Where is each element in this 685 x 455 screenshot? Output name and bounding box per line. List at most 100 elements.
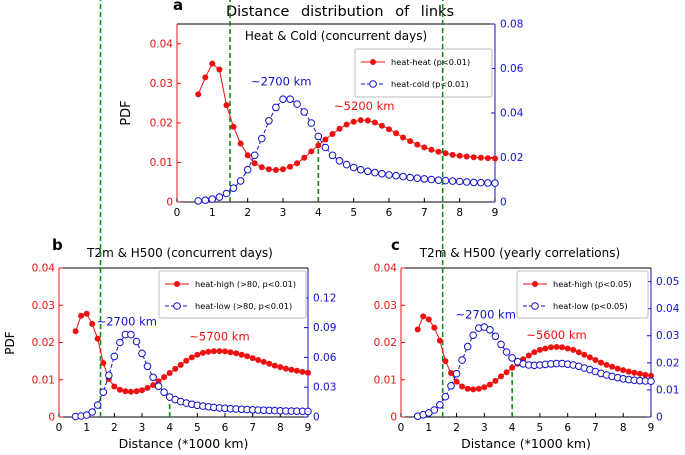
legend-box (354, 48, 493, 98)
figure-title: Distance distribution of links (226, 4, 454, 20)
data-point (201, 196, 210, 204)
data-point (307, 119, 316, 127)
data-point (570, 346, 577, 353)
data-point (647, 377, 655, 386)
data-point (356, 165, 365, 174)
x-tick-label: 3 (280, 207, 287, 219)
data-point (94, 335, 101, 342)
x-tick-label: 2 (244, 207, 251, 219)
x-tick-label: 4 (166, 422, 173, 434)
data-point (456, 152, 463, 159)
data-point (463, 342, 472, 351)
data-point (414, 141, 421, 148)
panel-a: a Heat & Cold (concurrent days) 0 1 2 3 4 5 6 7 8 9… (119, 0, 524, 219)
data-point (315, 142, 322, 149)
data-point (216, 348, 223, 355)
data-point (237, 140, 244, 147)
x-tick-label: 0 (56, 422, 63, 434)
left-y-tick-label: 0.01 (32, 374, 55, 386)
data-point (215, 193, 224, 201)
data-point (149, 373, 157, 382)
data-point (244, 353, 251, 360)
data-point (462, 178, 471, 186)
data-point (272, 103, 280, 112)
data-point (116, 338, 124, 347)
data-point (314, 132, 323, 141)
right-y-tick-label: 0.12 (313, 292, 336, 304)
data-point (421, 144, 428, 151)
x-tick-label: 7 (249, 422, 256, 434)
data-point (491, 332, 500, 341)
data-point (400, 134, 407, 141)
x-axis-label: Distance (*1000 km) (119, 436, 249, 451)
data-point (614, 365, 621, 372)
right-y-tick-label: 0.09 (313, 322, 336, 334)
data-point (642, 371, 649, 378)
x-tick-label: 0 (398, 422, 405, 434)
left-y-tick-label: 0 (166, 197, 173, 209)
data-point (205, 348, 212, 355)
data-point (448, 370, 454, 376)
right-y-tick-label: 0.03 (656, 330, 679, 342)
x-tick-label: 8 (620, 422, 627, 434)
left-y-tick-label: 0.03 (374, 300, 397, 312)
x-tick-label: 1 (209, 207, 216, 219)
peak-annotation: ~5200 km (334, 99, 394, 113)
data-point (155, 378, 162, 385)
data-point (172, 365, 179, 372)
data-point (72, 328, 79, 335)
data-point (227, 349, 234, 356)
data-point (144, 384, 151, 391)
data-point (477, 154, 484, 161)
data-point (122, 388, 129, 395)
data-point (127, 388, 134, 395)
data-point (88, 408, 96, 416)
x-tick-label: 6 (564, 422, 571, 434)
left-y-tick-label: 0.03 (150, 78, 173, 90)
data-point (271, 362, 278, 369)
data-point (441, 392, 450, 401)
x-tick-label: 3 (481, 422, 488, 434)
legend-marker (531, 302, 539, 310)
data-point (258, 134, 266, 143)
data-point (436, 337, 443, 344)
legend-marker (174, 281, 180, 287)
data-point (111, 383, 118, 390)
data-point (449, 151, 456, 158)
data-point (459, 383, 466, 390)
panel-b: b T2m & H500 (concurrent days)0 1 2 3 4 5 6 7 8 90… (3, 0, 337, 451)
data-point (378, 122, 385, 129)
data-point (300, 108, 309, 116)
x-tick-label: 9 (492, 207, 499, 219)
series-blue (71, 330, 312, 421)
x-tick-label: 5 (537, 422, 544, 434)
left-y-tick-label: 0.01 (374, 374, 397, 386)
peak-annotation: ~2700 km (251, 74, 311, 88)
data-point (548, 344, 554, 351)
data-point (222, 189, 231, 198)
legend-box (516, 270, 649, 319)
data-point (160, 388, 168, 397)
left-y-tick-label: 0.04 (32, 263, 56, 275)
data-point (481, 384, 488, 391)
data-point (328, 151, 337, 160)
panel-label: c (391, 236, 400, 254)
x-tick-label: 2 (453, 422, 460, 434)
data-point (636, 370, 643, 377)
data-point (442, 150, 449, 157)
panel-label: b (52, 236, 63, 254)
legend-label: heat-low (p<0.05) (553, 301, 628, 311)
peak-annotation: ~2700 km (97, 315, 157, 329)
data-point (598, 359, 604, 366)
data-point (620, 367, 627, 374)
data-point (463, 153, 470, 160)
data-point (195, 91, 202, 98)
x-tick-label: 4 (315, 207, 322, 219)
data-point (223, 102, 230, 109)
data-point (386, 126, 392, 133)
data-point (536, 346, 543, 353)
data-point (430, 406, 439, 414)
y-axis-label: PDF (119, 100, 134, 125)
data-point (364, 117, 371, 124)
